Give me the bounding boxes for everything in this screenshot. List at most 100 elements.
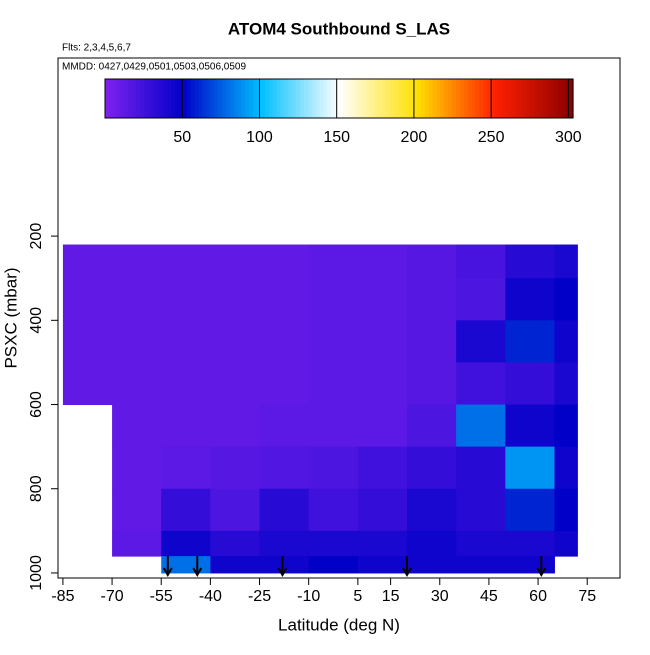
subtitle: Flts: 2,3,4,5,6,7 (62, 43, 131, 54)
heat-cell (259, 404, 310, 448)
colorbar-swatch (401, 79, 406, 118)
colorbar-swatch (140, 79, 145, 118)
colorbar-swatch (440, 79, 445, 118)
heat-cell (210, 320, 261, 363)
heat-cell (112, 244, 162, 279)
colorbar-swatch (417, 79, 422, 118)
heat-cell (505, 556, 555, 574)
heat-cell (406, 530, 457, 557)
heat-cell (456, 530, 506, 557)
colorbar-swatch (198, 79, 204, 118)
heat-cell (406, 488, 457, 532)
heat-cell (406, 278, 457, 321)
heat-cell (406, 404, 457, 448)
heat-cell (62, 244, 113, 279)
x-tick-label: 30 (431, 588, 449, 605)
heat-cell (505, 446, 555, 490)
heat-cell (308, 244, 359, 279)
colorbar-swatch (233, 79, 239, 118)
heat-cell (505, 404, 555, 448)
colorbar-swatch (311, 79, 317, 118)
heat-cell (259, 244, 310, 279)
annotation: MMDD: 0427,0429,0501,0503,0506,0509 (62, 62, 246, 73)
colorbar-swatch (526, 79, 531, 118)
heat-cell (112, 320, 162, 363)
y-tick-label: 1000 (28, 555, 45, 591)
colorbar-swatch (218, 79, 223, 118)
heat-cell (62, 320, 113, 363)
heat-cell (210, 488, 261, 532)
heat-cell (112, 530, 162, 557)
x-tick-label: 60 (529, 588, 547, 605)
colorbar-swatch (342, 79, 348, 118)
y-tick-label: 800 (28, 475, 45, 502)
colorbar-swatch (144, 79, 149, 118)
colorbar-swatch (385, 79, 391, 118)
colorbar-swatch (284, 79, 289, 118)
x-tick-label: -10 (297, 588, 320, 605)
colorbar-swatch (128, 79, 133, 118)
colorbar-swatch (354, 79, 360, 118)
colorbar-swatch (541, 79, 547, 118)
colorbar-swatch (268, 79, 274, 118)
colorbar-swatch (245, 79, 250, 118)
colorbar-swatch (432, 79, 438, 118)
colorbar-swatch (510, 79, 516, 118)
heat-cell (456, 244, 506, 279)
colorbar-swatch (124, 79, 129, 118)
heat-cell (112, 446, 162, 490)
heat-cell (456, 320, 506, 363)
heat-cell (357, 404, 408, 448)
colorbar-swatch (487, 79, 492, 118)
colorbar-swatch (350, 79, 356, 118)
y-tick-label: 400 (28, 307, 45, 334)
x-tick-label: 75 (578, 588, 596, 605)
colorbar-swatch (483, 79, 488, 118)
heat-cell (406, 446, 457, 490)
heat-cell (210, 446, 261, 490)
colorbar-swatch (565, 79, 570, 118)
colorbar-swatch (323, 79, 328, 118)
heat-cell (357, 488, 408, 532)
colorbar-swatch (261, 79, 266, 118)
colorbar-swatch (276, 79, 282, 118)
colorbar-swatch (346, 79, 352, 118)
heat-cell (357, 362, 408, 406)
heat-cell (505, 320, 555, 363)
colorbar-swatch (319, 79, 324, 118)
heat-cell (308, 278, 359, 321)
heat-cell (112, 362, 162, 406)
heat-cell (161, 404, 211, 448)
colorbar-swatch (366, 79, 371, 118)
heat-cell (308, 404, 359, 448)
colorbar-swatch (463, 79, 469, 118)
colorbar-swatch (241, 79, 246, 118)
colorbar-swatch (471, 79, 477, 118)
colorbar-swatch (530, 79, 535, 118)
heat-cell (554, 530, 578, 557)
heat-cell (456, 278, 506, 321)
colorbar-swatch (264, 79, 270, 118)
heat-cell (357, 530, 408, 557)
colorbar-swatch (362, 79, 367, 118)
heat-cell (210, 362, 261, 406)
x-tick-label: -55 (150, 588, 173, 605)
colorbar-swatch (549, 79, 555, 118)
colorbar-swatch (120, 79, 126, 118)
x-tick-label: -85 (51, 588, 74, 605)
colorbar-swatch (393, 79, 399, 118)
colorbar-swatch (186, 79, 192, 118)
heat-cell (357, 556, 408, 574)
heat-cell (505, 362, 555, 406)
colorbar-tick-label: 300 (555, 129, 582, 146)
colorbar-swatch (514, 79, 519, 118)
colorbar-swatch (225, 79, 231, 118)
colorbar-swatch (163, 79, 168, 118)
heat-cell (505, 488, 555, 532)
colorbar-swatch (315, 79, 321, 118)
y-tick-label: 600 (28, 391, 45, 418)
colorbar-swatch (479, 79, 484, 118)
colorbar-swatch (428, 79, 434, 118)
colorbar-swatch (561, 79, 566, 118)
